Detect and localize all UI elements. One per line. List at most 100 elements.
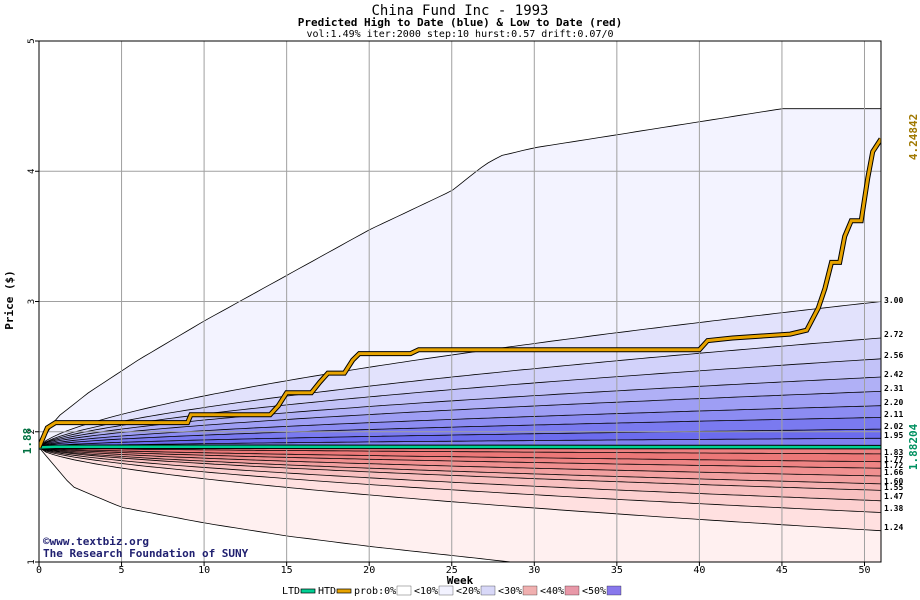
high-band-line <box>39 428 881 448</box>
high-band-line <box>39 417 881 448</box>
x-axis-label: Week <box>447 574 474 587</box>
high-band-area <box>39 377 881 448</box>
watermark-url: ©www.textbiz.org <box>43 535 149 548</box>
x-tick-label: 25 <box>446 565 458 576</box>
legend-swatch-box <box>438 585 454 596</box>
band-value-label: 3.00 <box>884 296 903 305</box>
x-tick-label: 35 <box>611 565 623 576</box>
high-band-area <box>39 391 881 448</box>
low-band-line <box>39 447 881 469</box>
legend-label: <40% <box>540 586 564 597</box>
legend-label: prob:0% <box>354 586 396 597</box>
y-tick-label: 5 <box>27 38 37 43</box>
band-value-label: 2.72 <box>884 330 903 339</box>
chart-subtitle: Predicted High to Date (blue) & Low to D… <box>298 16 623 29</box>
current-low-label: 1.88204 <box>907 423 920 470</box>
x-tick-label: 10 <box>198 565 210 576</box>
band-value-label: 2.02 <box>884 422 903 431</box>
high-band-line <box>39 437 881 448</box>
htd-series <box>39 138 881 448</box>
legend-swatch-box <box>606 585 622 596</box>
legend: LTD HTD prob:0% <10% <20% <30% <40% <50% <box>282 585 622 597</box>
low-band-area <box>39 447 881 531</box>
y-tick-label: 1 <box>27 559 37 564</box>
high-band-line <box>39 337 881 448</box>
band-value-label: 1.47 <box>884 492 903 501</box>
plot-content <box>39 41 881 562</box>
x-tick-label: 30 <box>528 565 540 576</box>
chart-params: vol:1.49% iter:2000 step:10 hurst:0.57 d… <box>306 29 613 40</box>
x-tick-label: 0 <box>36 565 42 576</box>
low-band-line <box>39 447 881 491</box>
low-band-line <box>39 447 881 485</box>
band-value-label: 2.31 <box>884 384 903 393</box>
legend-label: <10% <box>414 586 438 597</box>
low-band-line <box>39 447 881 455</box>
high-band-line <box>39 108 881 448</box>
chart-title: China Fund Inc - 1993 <box>371 3 548 19</box>
low-band-line <box>39 447 881 532</box>
low-band-line <box>39 447 881 463</box>
low-band-area <box>39 447 881 462</box>
band-value-label: 1.38 <box>884 504 903 513</box>
low-band-line <box>39 447 515 562</box>
y-axis-label: Price ($) <box>3 270 16 330</box>
legend-label: LTD <box>282 586 300 597</box>
y-tick-label: 3 <box>27 299 37 304</box>
high-band-line <box>39 301 881 448</box>
low-band-area <box>39 447 881 469</box>
x-tick-label: 20 <box>363 565 375 576</box>
current-high-label: 4.24842 <box>907 114 920 160</box>
high-band-area <box>39 338 881 448</box>
legend-swatch-box <box>480 585 496 596</box>
band-value-label: 2.11 <box>884 410 903 419</box>
low-band-area <box>39 447 881 476</box>
high-band-line <box>39 358 881 448</box>
legend-label: <30% <box>498 586 522 597</box>
low-band-area <box>39 447 881 501</box>
high-band-area <box>39 301 881 448</box>
legend-swatch-box <box>564 585 580 596</box>
high-band-area <box>39 358 881 448</box>
high-band-line <box>39 391 881 448</box>
low-band-area <box>39 447 881 513</box>
legend-swatch-box <box>522 585 538 596</box>
watermark-org: The Research Foundation of SUNY <box>43 547 249 560</box>
x-tick-label: 50 <box>858 565 870 576</box>
band-value-label: 1.24 <box>884 523 903 532</box>
band-value-label: 1.83 <box>884 448 903 457</box>
low-band-area <box>39 447 881 491</box>
legend-label: HTD <box>318 586 336 597</box>
band-value-label: 1.95 <box>884 431 903 440</box>
legend-label: <20% <box>456 586 480 597</box>
band-value-label: 1.66 <box>884 468 903 477</box>
legend-label: <50% <box>582 586 606 597</box>
low-band-area <box>39 447 881 562</box>
x-tick-label: 45 <box>776 565 788 576</box>
plot-area: 0 5 10 15 20 25 30 35 40 45 50123453.002.722.562.4… <box>27 38 903 576</box>
ltd-series <box>39 445 881 449</box>
band-value-label: 1.60 <box>884 477 903 486</box>
low-band-line <box>39 447 881 513</box>
band-value-label: 1.55 <box>884 483 903 492</box>
high-band-area <box>39 417 881 448</box>
low-band-area <box>39 447 881 484</box>
high-band-area <box>39 108 881 448</box>
band-value-label: 2.20 <box>884 398 903 407</box>
start-price-label: 1.88 <box>21 428 34 455</box>
low-band-line <box>39 447 881 502</box>
x-tick-label: 40 <box>693 565 705 576</box>
legend-swatch-box <box>396 585 412 596</box>
band-value-label: 2.42 <box>884 370 903 379</box>
band-value-label: 1.72 <box>884 461 903 470</box>
legend-swatch-line <box>300 588 316 594</box>
y-tick-label: 4 <box>27 169 37 174</box>
low-band-line <box>39 447 881 477</box>
copyright-icon: © <box>43 535 50 548</box>
band-value-label: 2.56 <box>884 351 903 360</box>
x-tick-label: 5 <box>119 565 125 576</box>
band-value-label: 1.77 <box>884 455 903 464</box>
y-tick-label: 2 <box>27 429 37 434</box>
x-tick-label: 15 <box>281 565 293 576</box>
